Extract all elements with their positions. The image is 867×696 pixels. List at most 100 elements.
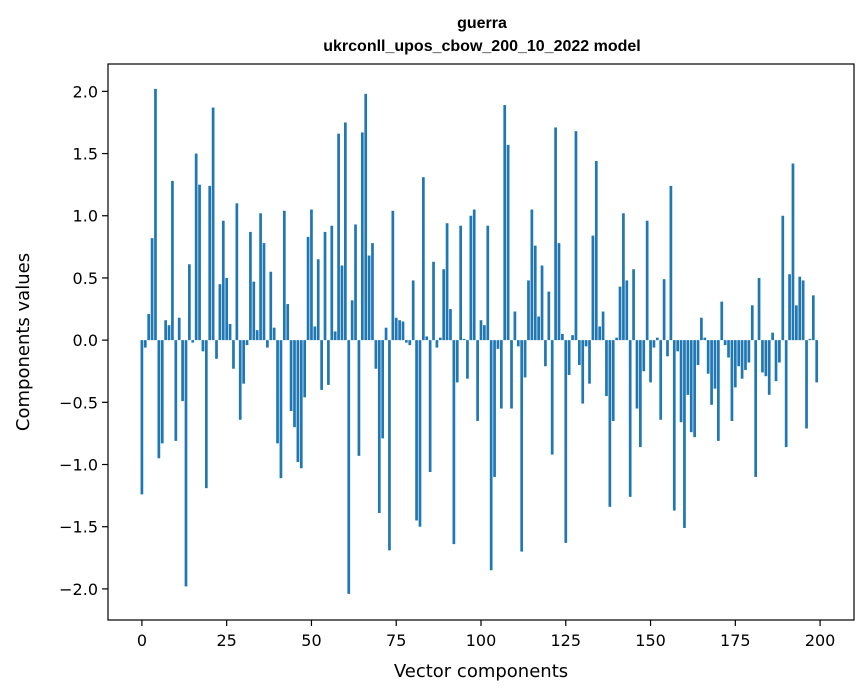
bar-74 [391,210,395,341]
x-tick-label: 125 [550,631,581,650]
bar-89 [442,269,446,341]
bar-172 [723,340,727,346]
bar-48 [303,340,307,398]
bar-26 [228,323,232,341]
chart-title: guerra [457,15,507,32]
bar-135 [598,326,602,341]
bar-4 [154,88,157,341]
bar-92 [452,340,456,545]
bar-66 [364,93,368,341]
bar-29 [238,340,242,420]
bar-138 [608,340,612,507]
bar-140 [615,337,618,341]
bar-30 [242,340,245,384]
bar-160 [683,340,686,528]
bar-19 [204,340,208,489]
bar-1 [143,340,147,348]
bar-178 [744,340,747,370]
bar-23 [218,284,222,341]
bar-151 [652,340,656,348]
bar-122 [554,127,557,341]
bar-130 [581,340,585,404]
bar-47 [299,340,303,469]
bar-70 [377,340,381,514]
bar-158 [676,340,680,352]
bar-16 [194,153,198,341]
bar-161 [686,340,690,395]
bar-95 [462,338,466,341]
y-tick-label: 1.5 [73,145,98,164]
bar-15 [191,340,195,343]
bar-188 [778,340,781,363]
bar-38 [269,271,273,341]
bar-131 [584,340,588,347]
bar-46 [296,340,300,463]
bar-152 [655,337,659,341]
bar-132 [588,340,591,384]
bar-113 [523,340,527,378]
bar-57 [333,331,337,341]
x-tick-label: 0 [137,631,147,650]
x-axis: 0 25 50 75 100 125 150 175 200 [137,620,835,650]
bar-96 [466,340,469,379]
bar-65 [360,132,364,341]
bar-68 [371,243,374,341]
bar-191 [788,274,791,341]
bar-147 [639,340,642,448]
bar-85 [428,340,432,472]
bar-69 [374,340,378,369]
bar-125 [564,340,568,543]
chart-subtitle: ukrconll_upos_cbow_200_10_2022 model [323,38,640,55]
bar-56 [330,225,334,341]
bar-182 [757,277,761,341]
bar-35 [259,213,262,341]
bar-79 [408,340,412,346]
bar-193 [795,305,798,341]
bar-111 [516,340,520,347]
bar-139 [611,340,615,421]
bar-9 [171,180,174,341]
bar-27 [232,340,235,369]
bar-176 [737,340,741,367]
bar-108 [506,144,510,341]
bar-145 [632,269,635,341]
bar-195 [801,280,805,341]
bar-137 [605,340,608,397]
bar-43 [286,304,290,341]
bar-99 [476,340,479,421]
bar-199 [815,340,819,383]
bar-67 [367,255,371,341]
bar-98 [472,209,476,341]
bar-24 [221,220,225,341]
bar-0 [140,340,144,495]
bar-11 [177,317,181,341]
bar-8 [167,325,171,341]
bar-192 [791,163,795,341]
bar-76 [398,320,401,341]
bar-114 [527,280,530,341]
y-tick-label: −2.0 [59,580,98,599]
bar-20 [208,185,212,341]
bar-52 [316,259,320,341]
bar-149 [645,220,649,341]
bar-194 [798,276,802,341]
bar-18 [201,340,205,352]
bar-82 [418,340,422,527]
bar-25 [225,277,229,341]
bar-53 [320,340,323,390]
bar-87 [435,340,439,348]
x-tick-label: 75 [386,631,406,650]
bar-104 [493,340,496,477]
bar-90 [445,223,449,341]
bar-164 [696,340,700,366]
y-tick-label: 1.0 [73,207,98,226]
bar-106 [499,340,503,409]
bar-64 [357,340,361,456]
bar-159 [679,340,683,423]
bar-166 [703,337,707,341]
bar-184 [764,340,768,377]
bar-186 [771,332,774,341]
bar-71 [381,340,385,439]
bar-28 [235,203,239,341]
bar-7 [164,320,167,341]
